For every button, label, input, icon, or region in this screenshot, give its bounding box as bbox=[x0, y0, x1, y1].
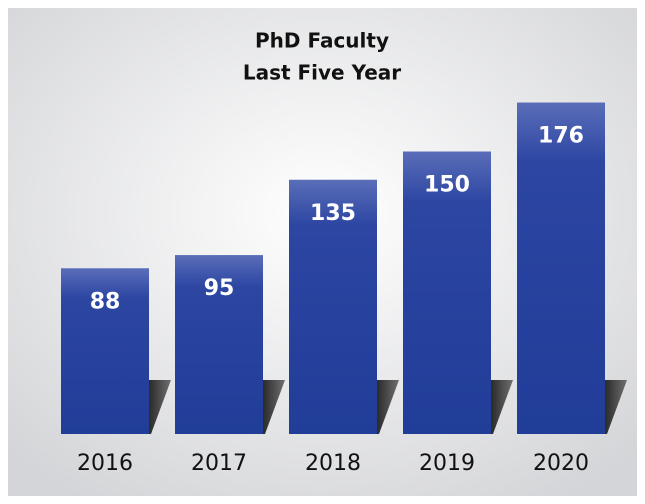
data-label: 135 bbox=[310, 201, 356, 226]
bar bbox=[517, 102, 605, 435]
chart-title: PhD Faculty bbox=[255, 29, 389, 53]
x-tick-label: 2020 bbox=[533, 451, 589, 476]
data-label: 176 bbox=[538, 124, 584, 149]
data-label: 88 bbox=[90, 289, 121, 314]
data-label: 150 bbox=[424, 173, 470, 198]
bar bbox=[61, 268, 149, 434]
bar-shadow bbox=[263, 380, 285, 434]
bar bbox=[175, 255, 263, 434]
x-tick-label: 2019 bbox=[419, 451, 475, 476]
bar bbox=[403, 151, 491, 434]
bar-shadow bbox=[377, 380, 399, 434]
bar-shadow bbox=[149, 380, 171, 434]
x-tick-label: 2016 bbox=[77, 451, 133, 476]
data-label: 95 bbox=[204, 276, 235, 301]
chart-subtitle: Last Five Year bbox=[243, 61, 401, 85]
bar-shadow bbox=[491, 380, 513, 434]
x-tick-label: 2018 bbox=[305, 451, 361, 476]
x-tick-label: 2017 bbox=[191, 451, 247, 476]
bar bbox=[289, 179, 377, 434]
bar-shadow bbox=[605, 380, 627, 434]
